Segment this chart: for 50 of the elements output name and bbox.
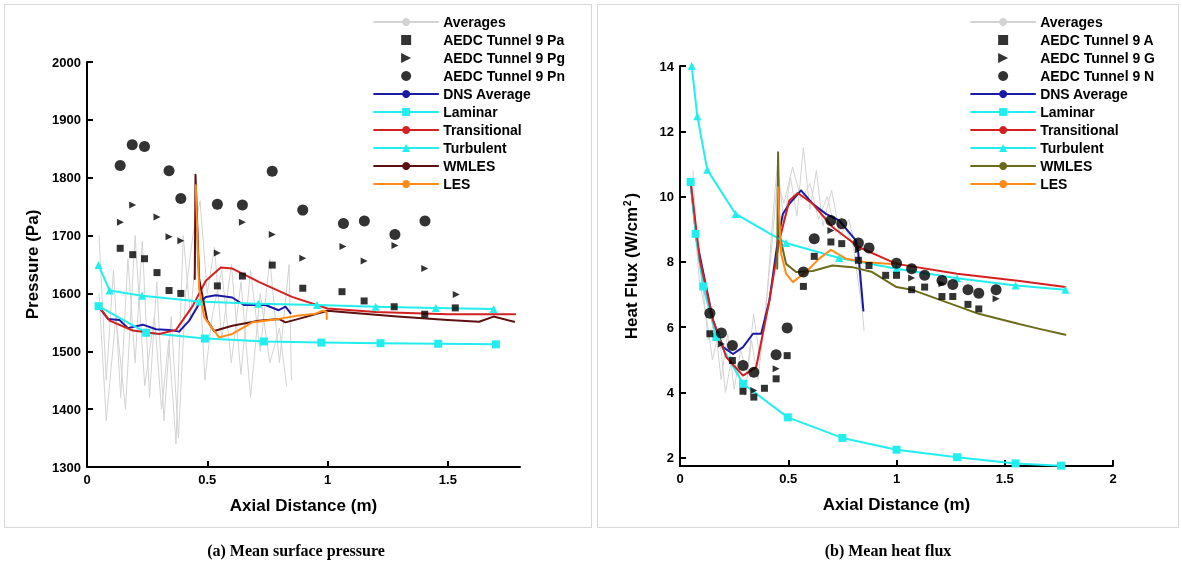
text: (a) Mean surface pressure bbox=[207, 541, 385, 560]
legend-label: Averages bbox=[443, 14, 506, 30]
y-tick-label: 1400 bbox=[52, 401, 81, 417]
legend-label: Transitional bbox=[443, 122, 522, 138]
y-tick-label: 14 bbox=[659, 58, 675, 74]
y-axis-title: Pressure (Pa) bbox=[23, 209, 42, 320]
x-tick-label: 0.5 bbox=[198, 472, 217, 487]
legend-label: AEDC Tunnel 9 N bbox=[1040, 68, 1155, 84]
legend-label: AEDC Tunnel 9 G bbox=[1040, 50, 1156, 66]
legend-label: LES bbox=[443, 176, 471, 192]
legend-label: AEDC Tunnel 9 Pa bbox=[443, 32, 565, 48]
legend-label: AEDC Tunnel 9 A bbox=[1040, 32, 1154, 48]
legend-label: Laminar bbox=[443, 104, 499, 120]
text: (b) Mean heat flux bbox=[824, 541, 952, 560]
y-tick-label: 2 bbox=[666, 450, 674, 466]
legend-label: AEDC Tunnel 9 Pn bbox=[443, 68, 565, 84]
y-tick-label: 1900 bbox=[52, 112, 81, 128]
y-tick-label: 8 bbox=[666, 254, 674, 270]
x-axis-title: Axial Distance (m) bbox=[229, 496, 378, 515]
y-tick-label: 12 bbox=[659, 123, 674, 139]
y-axis-title: Heat Flux (W/cm2) bbox=[621, 192, 641, 340]
y-tick-label: 1600 bbox=[52, 285, 81, 301]
legend-label: Transitional bbox=[1040, 122, 1119, 138]
y-tick-label: 4 bbox=[666, 385, 675, 401]
y-tick-label: 1300 bbox=[52, 459, 81, 475]
y-tick-label: 1500 bbox=[52, 343, 81, 359]
y-tick-label: 6 bbox=[666, 319, 674, 335]
y-tick-label: 10 bbox=[659, 189, 674, 205]
legend-label: AEDC Tunnel 9 Pg bbox=[443, 50, 565, 66]
y-tick-label: 1700 bbox=[52, 228, 81, 244]
legend-label: DNS Average bbox=[443, 86, 532, 102]
legend-label: WMLES bbox=[1040, 158, 1093, 174]
x-tick-label: 0 bbox=[676, 471, 684, 486]
x-tick-label: 0.5 bbox=[779, 471, 798, 486]
x-tick-label: 0 bbox=[83, 472, 91, 487]
x-tick-label: 2 bbox=[1109, 471, 1117, 486]
legend-label: LES bbox=[1040, 176, 1068, 192]
x-tick-label: 1 bbox=[892, 471, 901, 486]
legend-label: Turbulent bbox=[1040, 140, 1104, 156]
legend-label: Turbulent bbox=[443, 140, 507, 156]
x-tick-label: 1.5 bbox=[995, 471, 1014, 486]
y-tick-label: 2000 bbox=[52, 54, 81, 70]
legend-label: DNS Average bbox=[1040, 86, 1129, 102]
x-axis-title: Axial Distance (m) bbox=[822, 495, 971, 514]
legend-label: WMLES bbox=[443, 158, 496, 174]
legend-label: Laminar bbox=[1040, 104, 1096, 120]
y-tick-label: 1800 bbox=[52, 170, 81, 186]
x-tick-label: 1.5 bbox=[438, 472, 457, 487]
legend-label: Averages bbox=[1040, 14, 1103, 30]
x-tick-label: 1 bbox=[323, 472, 332, 487]
